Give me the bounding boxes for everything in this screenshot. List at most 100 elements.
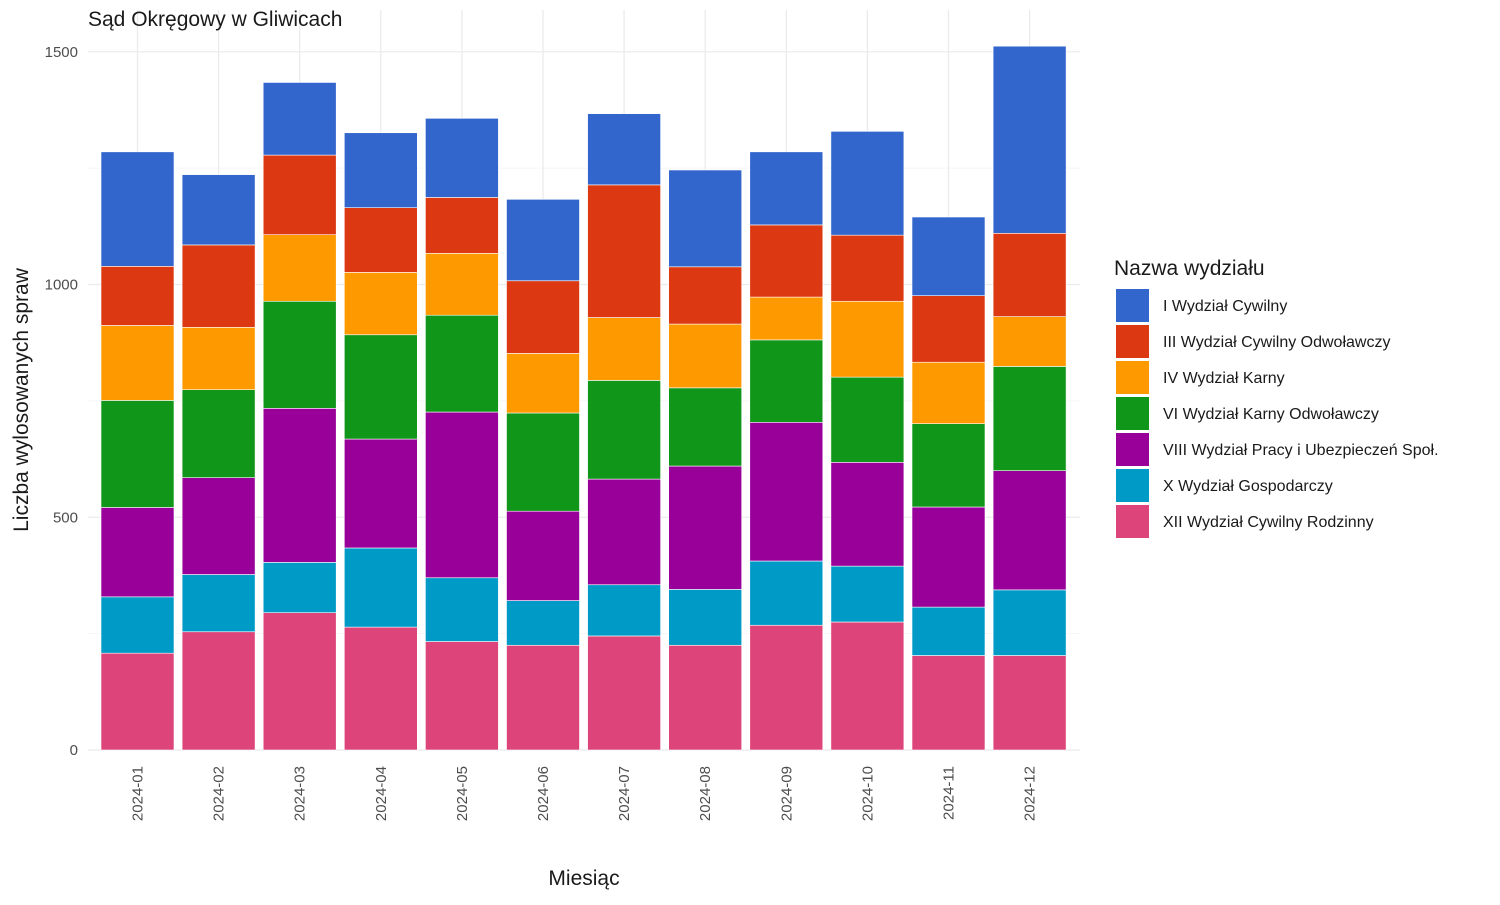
x-tick-label: 2024-03: [292, 766, 309, 821]
x-tick-label: 2024-12: [1022, 766, 1039, 821]
bar-segment-2024-08-4: [668, 323, 743, 389]
axes: 0 500 1000 1500 2024-01 2024-02 2024-03 2024-04…: [45, 44, 1039, 821]
legend-label: VIII Wydział Pracy i Ubezpieczeń Społ.: [1163, 442, 1439, 459]
bar-segment-2024-07-6: [587, 113, 661, 186]
bar-segment-2024-03-1: [262, 562, 337, 613]
bar-segment-2024-12-1: [992, 589, 1067, 656]
bar-segment-2024-04-6: [343, 132, 418, 208]
bar-segment-2024-01-5: [100, 266, 175, 326]
bar-segment-2024-10-6: [830, 131, 905, 236]
bar-segment-2024-07-2: [587, 478, 661, 586]
bar-segment-2024-05-0: [425, 641, 499, 751]
legend-swatch: [1116, 397, 1149, 430]
legend-swatch: [1116, 505, 1149, 538]
legend-label: VI Wydział Karny Odwoławczy: [1163, 406, 1379, 423]
bar-segment-2024-01-6: [100, 151, 175, 267]
bar-segment-2024-08-5: [668, 266, 743, 325]
bar-segment-2024-10-3: [830, 376, 905, 463]
legend-swatch: [1116, 361, 1149, 394]
bar-segment-2024-09-3: [749, 339, 824, 423]
legend-label: IV Wydział Karny: [1163, 370, 1285, 387]
bar-segment-2024-10-1: [830, 565, 905, 623]
bar-segment-2024-03-2: [262, 408, 337, 563]
x-tick-label: 2024-11: [941, 766, 958, 820]
bar-segment-2024-01-4: [100, 325, 175, 401]
legend-swatch: [1116, 289, 1149, 322]
y-tick-label: 1000: [45, 277, 78, 294]
bar-segment-2024-09-2: [749, 421, 824, 562]
bar-segment-2024-02-0: [181, 631, 256, 751]
bar-segment-2024-05-5: [425, 197, 499, 254]
bar-segment-2024-08-1: [668, 589, 743, 646]
legend-label: X Wydział Gospodarczy: [1163, 478, 1333, 495]
chart-title: Sąd Okręgowy w Gliwicach: [88, 8, 342, 31]
bar-segment-2024-06-6: [506, 199, 580, 282]
bar-segment-2024-11-1: [911, 606, 986, 656]
bar-segment-2024-01-3: [100, 400, 175, 508]
bar-segment-2024-02-2: [181, 477, 256, 575]
bar-segment-2024-07-4: [587, 317, 661, 381]
bar-segment-2024-12-6: [992, 45, 1067, 234]
bar-segment-2024-04-1: [343, 547, 418, 628]
bar-segment-2024-02-1: [181, 574, 256, 633]
bar-segment-2024-09-4: [749, 296, 824, 341]
bar-segment-2024-01-2: [100, 507, 175, 598]
x-tick-label: 2024-07: [616, 766, 633, 821]
bar-segment-2024-12-4: [992, 316, 1067, 367]
bar-segment-2024-12-3: [992, 366, 1067, 472]
bar-segment-2024-09-1: [749, 560, 824, 626]
bar-segment-2024-06-5: [506, 280, 580, 354]
bar-segment-2024-09-0: [749, 624, 824, 751]
bar-segment-2024-04-2: [343, 438, 418, 549]
bar-segment-2024-09-6: [749, 151, 824, 226]
legend-swatch: [1116, 433, 1149, 466]
bar-segment-2024-06-1: [506, 600, 580, 646]
x-axis-title: Miesiąc: [548, 867, 619, 890]
bar-segment-2024-04-5: [343, 207, 418, 273]
bar-segment-2024-05-1: [425, 577, 499, 642]
bar-segment-2024-11-4: [911, 361, 986, 424]
bar-segment-2024-02-6: [181, 174, 256, 246]
x-tick-label: 2024-06: [535, 766, 552, 821]
bar-segment-2024-10-0: [830, 621, 905, 751]
x-tick-label: 2024-10: [859, 766, 876, 821]
bar-segment-2024-04-3: [343, 334, 418, 440]
bar-segment-2024-06-4: [506, 353, 580, 414]
x-tick-label: 2024-08: [697, 766, 714, 821]
bar-segment-2024-02-5: [181, 244, 256, 328]
x-tick-label: 2024-05: [454, 766, 471, 821]
x-tick-label: 2024-01: [130, 766, 147, 821]
x-tick-label: 2024-04: [373, 766, 390, 821]
x-tick-label: 2024-02: [211, 766, 228, 821]
legend-swatch: [1116, 325, 1149, 358]
bar-segment-2024-03-0: [262, 612, 337, 751]
bar-segment-2024-11-5: [911, 295, 986, 363]
bar-segment-2024-10-5: [830, 234, 905, 302]
bar-segment-2024-02-4: [181, 327, 256, 391]
bar-segment-2024-02-3: [181, 389, 256, 478]
bar-segment-2024-05-2: [425, 411, 499, 579]
bar-segment-2024-05-4: [425, 253, 499, 316]
bar-segment-2024-03-3: [262, 300, 337, 409]
legend-label: I Wydział Cywilny: [1163, 298, 1287, 315]
bar-segment-2024-06-3: [506, 412, 580, 512]
legend-swatch: [1116, 469, 1149, 502]
bar-segment-2024-11-3: [911, 423, 986, 508]
bar-segment-2024-12-0: [992, 655, 1067, 751]
bar-segment-2024-01-1: [100, 596, 175, 654]
bar-segment-2024-12-2: [992, 470, 1067, 591]
bar-segment-2024-10-2: [830, 462, 905, 567]
legend-title: Nazwa wydziału: [1114, 257, 1265, 280]
bar-segment-2024-01-0: [100, 652, 175, 751]
bar-segment-2024-08-6: [668, 169, 743, 268]
bar-segment-2024-08-3: [668, 387, 743, 467]
legend-label: XII Wydział Cywilny Rodzinny: [1163, 514, 1374, 531]
x-tick-label: 2024-09: [778, 766, 795, 821]
bar-segment-2024-04-4: [343, 272, 418, 336]
bar-segment-2024-08-0: [668, 644, 743, 751]
bar-segment-2024-12-5: [992, 232, 1067, 317]
bar-segment-2024-11-6: [911, 216, 986, 296]
bar-segment-2024-10-4: [830, 300, 905, 378]
